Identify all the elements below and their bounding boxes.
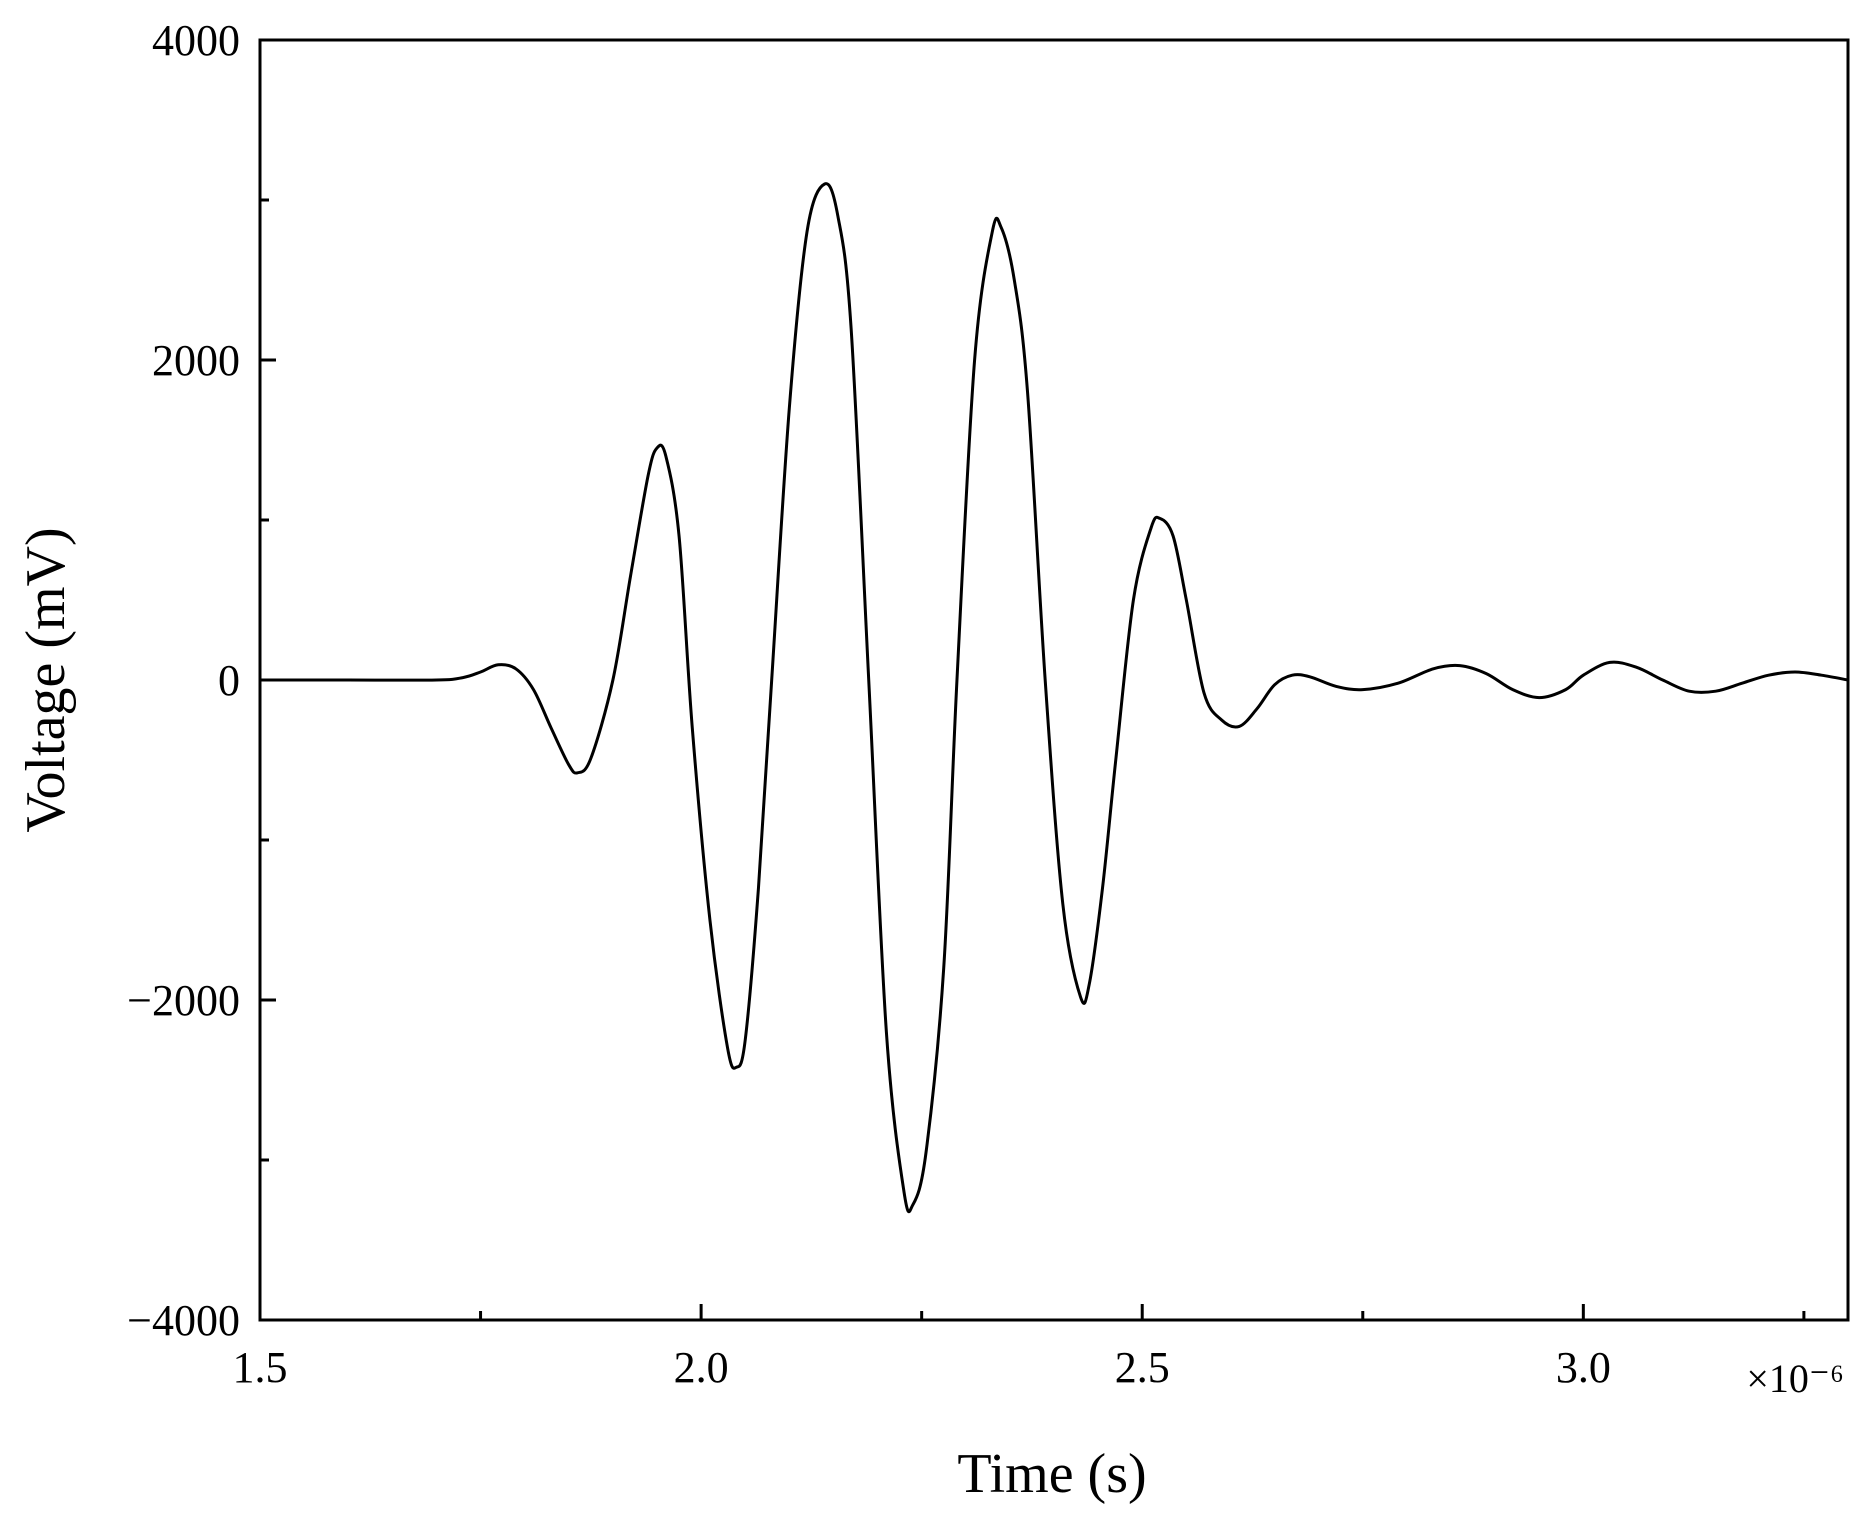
x-axis-title: Time (s)	[957, 1443, 1146, 1505]
y-tick-label: 2000	[152, 336, 240, 385]
tick-labels: 1.5 2.0 2.5 3.0 4000 2000 0 −2000 −4000	[127, 16, 1611, 1392]
x-axis-exponent-label: ×10⁻⁶	[1746, 1356, 1844, 1401]
x-tick-label: 1.5	[233, 1343, 288, 1392]
axis-ticks	[258, 38, 1806, 1322]
y-tick-label: −2000	[127, 976, 240, 1025]
x-tick-label: 2.0	[674, 1343, 729, 1392]
series-line	[260, 182, 1849, 1214]
y-axis-title: Voltage (mV)	[15, 527, 77, 832]
y-tick-label: 0	[218, 656, 240, 705]
y-tick-label: −4000	[127, 1296, 240, 1345]
plot-frame	[258, 38, 1850, 1322]
y-tick-label: 4000	[152, 16, 240, 65]
x-tick-label: 2.5	[1115, 1343, 1170, 1392]
x-tick-label: 3.0	[1556, 1343, 1611, 1392]
